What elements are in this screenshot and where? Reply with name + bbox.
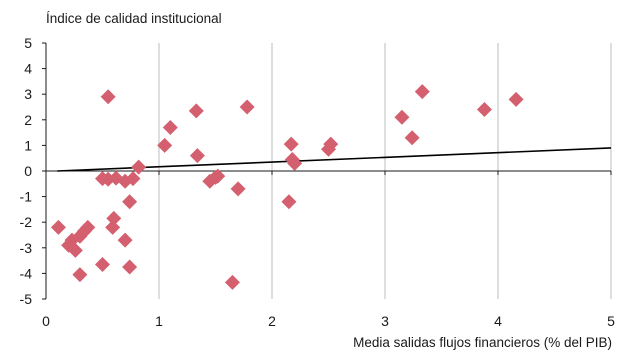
data-point: [189, 148, 205, 164]
data-point: [287, 155, 303, 171]
grid-lines: [45, 43, 612, 299]
data-point: [117, 232, 133, 248]
x-tick-label: 1: [155, 313, 163, 329]
data-point: [100, 89, 116, 105]
data-point: [394, 109, 410, 125]
data-point: [50, 219, 66, 235]
data-point: [67, 242, 83, 258]
y-tick-label: 3: [24, 86, 32, 102]
data-point: [131, 159, 147, 175]
y-tick-label: -1: [20, 189, 33, 205]
data-point: [117, 173, 133, 189]
data-point: [162, 119, 178, 135]
x-axis-ticks: 0 1 2 3 4 5: [42, 171, 615, 329]
data-point: [283, 136, 299, 152]
data-point: [414, 84, 430, 100]
data-point: [95, 256, 110, 272]
x-tick-label: 4: [494, 313, 502, 329]
y-tick-label: 0: [24, 163, 32, 179]
data-markers: [50, 84, 524, 290]
data-point: [404, 130, 420, 146]
y-tick-label: 2: [24, 112, 32, 128]
y-tick-label: -3: [20, 240, 33, 256]
y-tick-label: 1: [24, 137, 32, 153]
x-tick-label: 2: [268, 313, 276, 329]
y-tick-label: -2: [20, 214, 33, 230]
data-point: [122, 194, 138, 210]
data-point: [72, 267, 88, 283]
data-point: [157, 137, 173, 153]
data-point: [224, 274, 240, 290]
x-tick-label: 5: [607, 313, 615, 329]
x-axis-title: Media salidas flujos financieros (% del …: [353, 335, 612, 350]
data-point: [281, 194, 297, 210]
data-point: [188, 103, 204, 119]
data-point: [122, 259, 138, 275]
data-point: [508, 91, 524, 107]
data-point: [80, 219, 96, 235]
data-point: [125, 171, 141, 187]
data-point: [210, 168, 226, 184]
data-point: [105, 219, 121, 235]
x-tick-label: 0: [42, 313, 50, 329]
y-tick-label: 4: [24, 61, 32, 77]
y-tick-label: -5: [20, 291, 33, 307]
data-point: [230, 181, 246, 197]
data-point: [476, 102, 492, 118]
data-point: [239, 99, 255, 115]
y-tick-label: 5: [24, 35, 32, 51]
trend-line: [57, 147, 612, 172]
x-tick-label: 3: [381, 313, 389, 329]
y-tick-label: -4: [20, 265, 33, 281]
data-point: [323, 136, 339, 152]
y-axis-title: Índice de calidad institucional: [46, 11, 222, 26]
data-point: [106, 210, 122, 226]
y-axis-ticks: 5 4 3 2 1 0 -1 -2 -3 -4 -5: [20, 35, 46, 307]
